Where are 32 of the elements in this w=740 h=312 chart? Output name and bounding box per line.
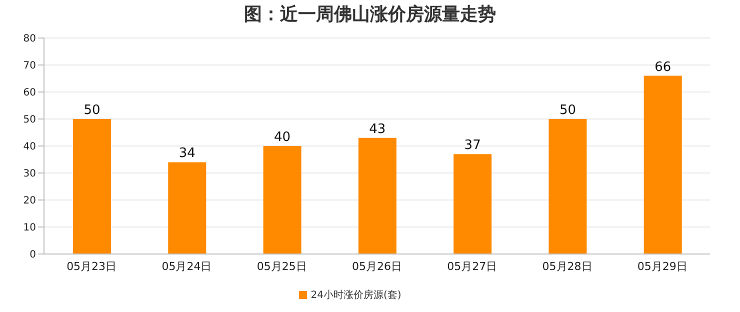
x-tick-label: 05月27日 xyxy=(447,260,498,273)
bar xyxy=(263,146,302,254)
data-label: 66 xyxy=(654,60,672,75)
data-label: 37 xyxy=(464,138,481,154)
data-label: 50 xyxy=(84,103,100,118)
y-tick-label: 30 xyxy=(23,168,36,180)
legend-label: 24小时涨价房源(套) xyxy=(310,290,402,301)
x-tick-label: 05月26日 xyxy=(352,260,402,273)
y-tick-label: 70 xyxy=(23,60,36,72)
x-tick-label: 05月23日 xyxy=(66,260,117,273)
y-tick-label: 10 xyxy=(23,222,36,234)
x-tick-label: 05月25日 xyxy=(256,260,307,273)
y-tick-label: 40 xyxy=(23,142,36,153)
x-tick-label: 05月28日 xyxy=(542,260,592,273)
data-label: 34 xyxy=(178,146,196,162)
y-tick-label: 60 xyxy=(23,88,36,99)
data-label: 50 xyxy=(559,103,576,118)
bar xyxy=(454,154,492,254)
y-tick-label: 0 xyxy=(30,250,36,261)
data-label: 40 xyxy=(274,130,291,145)
chart-title: 图：近一周佛山涨价房源量走势 xyxy=(243,3,497,27)
bar xyxy=(548,119,587,254)
y-tick-label: 80 xyxy=(23,34,36,45)
bar xyxy=(358,138,396,254)
y-tick-label: 50 xyxy=(23,114,36,126)
bar xyxy=(644,76,682,254)
y-tick-label: 20 xyxy=(23,196,36,207)
x-tick-label: 05月24日 xyxy=(162,260,212,273)
x-tick-label: 05月29日 xyxy=(637,260,688,273)
data-label: 43 xyxy=(369,122,386,137)
bar xyxy=(168,162,206,254)
bar xyxy=(73,119,111,254)
